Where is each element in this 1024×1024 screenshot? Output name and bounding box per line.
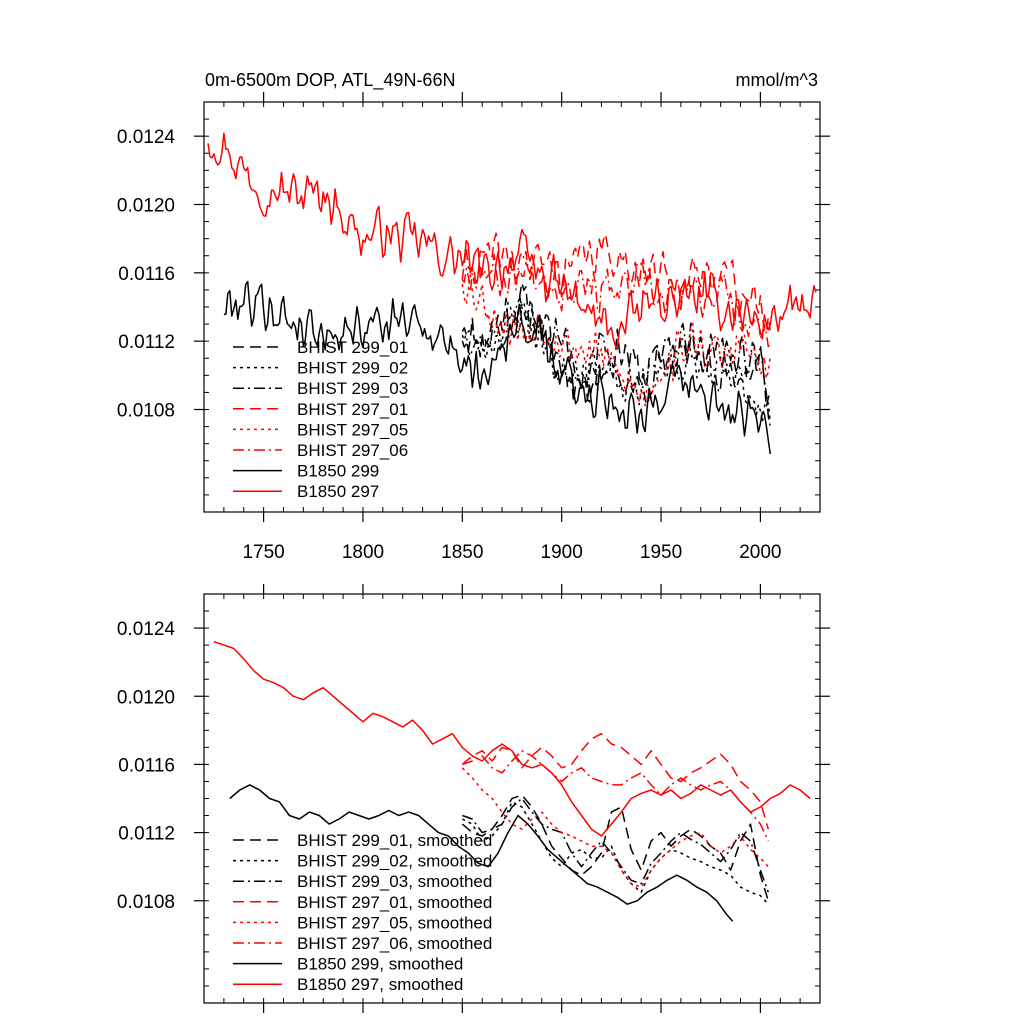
- y-tick-label: 0.0108: [117, 401, 175, 422]
- series-line-bhist-299-01: [461, 281, 772, 408]
- bottom-panel-legend: BHIST 299_01, smoothed BHIST 299_02, smoo…: [233, 831, 492, 994]
- legend-label: BHIST 299_03: [297, 379, 408, 398]
- legend-label: BHIST 299_02: [297, 359, 408, 378]
- x-tick-label: 2000: [739, 542, 781, 563]
- series-line-bhist-297-05-smoothed: [461, 767, 769, 888]
- bottom-panel-axes: 0.0108 0.0112 0.0116 0.0120 0.0124: [117, 584, 830, 1013]
- series-line-bhist-297-06: [461, 249, 771, 348]
- x-tick-label: 1800: [342, 542, 384, 563]
- x-tick-label: 1900: [541, 542, 583, 563]
- y-tick-label: 0.0108: [117, 892, 175, 913]
- top-panel: 0m-6500m DOP, ATL_49N-66N mmol/m^3 1750 1…: [117, 70, 830, 563]
- legend-label: BHIST 299_01: [297, 338, 408, 357]
- bottom-panel-series-group: [213, 640, 811, 922]
- x-tick-label: 1750: [242, 542, 284, 563]
- x-tick-label: 1950: [640, 542, 682, 563]
- legend-label: BHIST 299_03, smoothed: [297, 872, 492, 891]
- series-line-b1850-297: [207, 132, 817, 350]
- y-tick-label: 0.0112: [118, 332, 175, 353]
- y-tick-label: 0.0124: [117, 619, 176, 640]
- legend-label: BHIST 297_01, smoothed: [297, 893, 492, 912]
- bottom-panel: 0.0108 0.0112 0.0116 0.0120 0.0124 BHIST 299…: [117, 584, 830, 1013]
- series-line-bhist-299-02-smoothed: [461, 801, 769, 905]
- series-line-bhist-299-02: [461, 301, 772, 423]
- y-tick-label: 0.0112: [118, 824, 175, 845]
- legend-label: BHIST 297_05: [297, 420, 408, 439]
- series-line-bhist-299-01-smoothed: [461, 794, 770, 902]
- series-line-bhist-299-03: [461, 296, 772, 428]
- legend-label: BHIST 297_05, smoothed: [297, 913, 492, 932]
- legend-label: B1850 299: [297, 462, 379, 481]
- series-line-b1850-297-smoothed: [213, 640, 811, 837]
- y-tick-label: 0.0116: [118, 264, 175, 285]
- top-panel-series-group: [207, 132, 817, 455]
- top-panel-axes: 1750 1800 1850 1900 1950 2000 0.0108 0.0112 0.01…: [117, 92, 830, 563]
- series-line-bhist-299-03-smoothed: [462, 797, 770, 893]
- series-line-bhist-297-06-smoothed: [462, 750, 769, 842]
- y-tick-label: 0.0124: [117, 127, 176, 148]
- legend-label: BHIST 297_06, smoothed: [297, 934, 492, 953]
- legend-label: BHIST 297_06: [297, 441, 408, 460]
- y-tick-label: 0.0116: [118, 755, 175, 776]
- y-tick-label: 0.0120: [117, 196, 175, 217]
- legend-label: B1850 297, smoothed: [297, 975, 463, 994]
- series-line-bhist-297-05: [461, 274, 772, 407]
- x-tick-label: 1850: [441, 542, 483, 563]
- legend-label: B1850 297: [297, 482, 379, 501]
- legend-label: B1850 299, smoothed: [297, 955, 463, 974]
- legend-label: BHIST 299_01, smoothed: [297, 831, 492, 850]
- top-panel-title: 0m-6500m DOP, ATL_49N-66N: [205, 70, 455, 91]
- series-line-b1850-299: [223, 280, 772, 455]
- legend-label: BHIST 299_02, smoothed: [297, 852, 492, 871]
- y-tick-label: 0.0120: [117, 687, 175, 708]
- top-panel-units: mmol/m^3: [736, 70, 818, 90]
- legend-label: BHIST 297_01: [297, 400, 408, 419]
- series-line-b1850-299-smoothed: [229, 784, 734, 922]
